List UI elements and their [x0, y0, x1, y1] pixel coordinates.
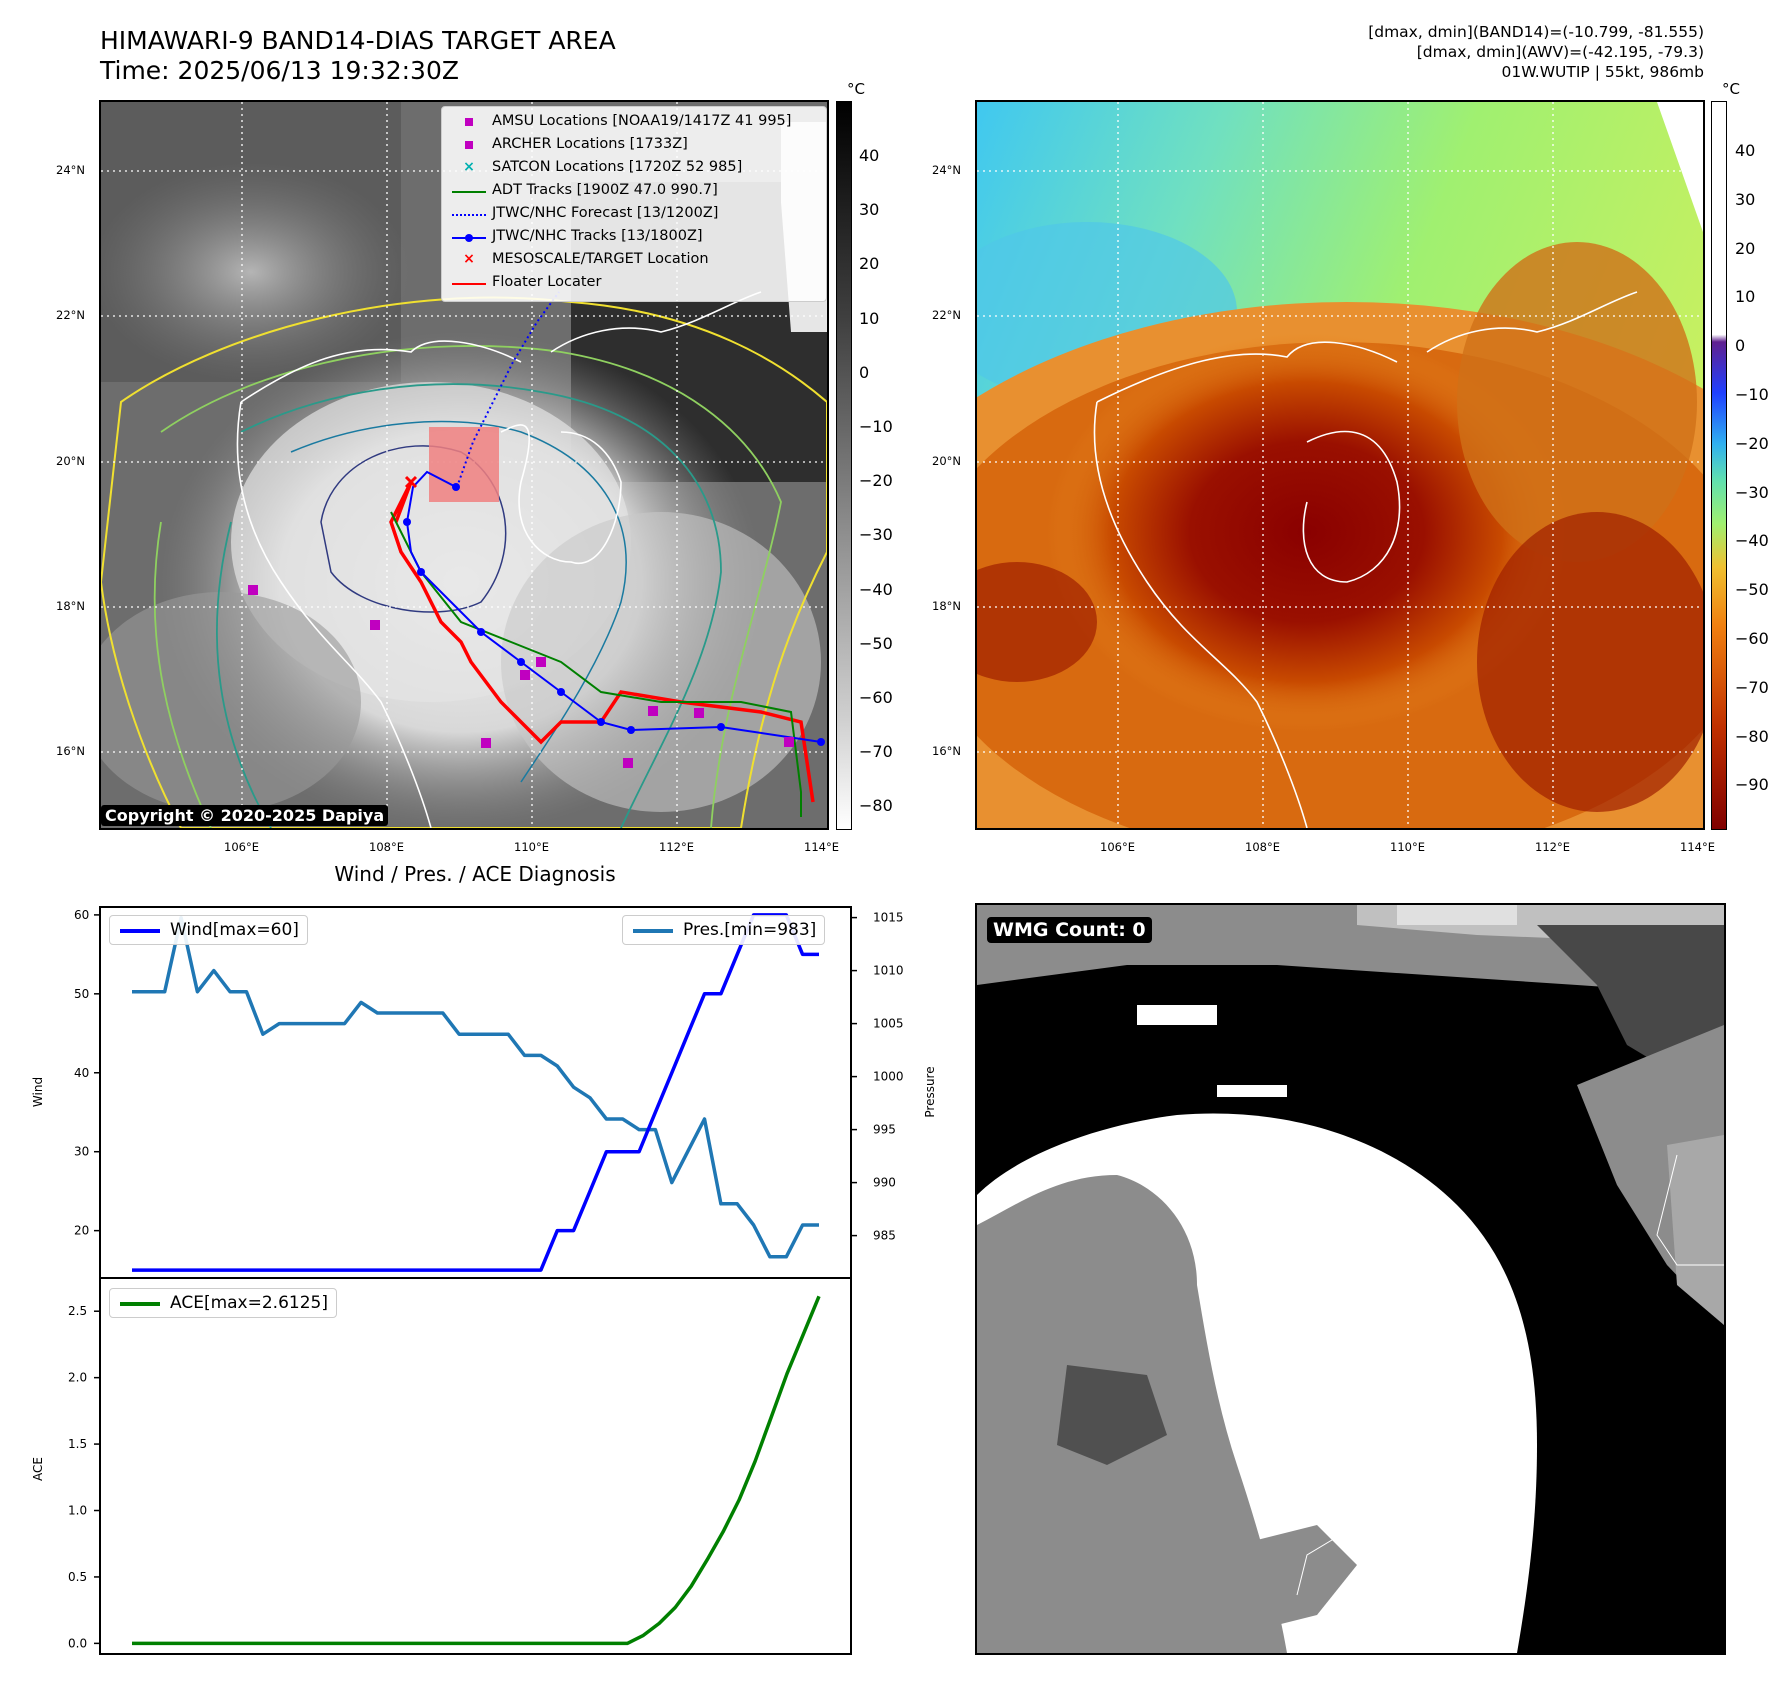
- ace-tick-label: 2.0: [68, 1371, 87, 1385]
- lat-label-22: 22°N: [56, 308, 85, 322]
- lon-label-114-right: 114°E: [1680, 840, 1715, 854]
- lon-label-106: 106°E: [224, 840, 259, 854]
- pressure-axis-label: Pressure: [923, 1066, 937, 1118]
- ace-series-line: [132, 1295, 821, 1646]
- rightcb-tick: −10: [1735, 385, 1769, 404]
- wind-legend: Wind[max=60]: [109, 915, 308, 945]
- lat-label-16: 16°N: [56, 744, 85, 758]
- info-awv-range: [dmax, dmin](AWV)=(-42.195, -79.3): [1416, 43, 1704, 61]
- lat-label-20: 20°N: [56, 454, 85, 468]
- lat-label-18-right: 18°N: [932, 599, 961, 613]
- leftcb-tick: −50: [859, 633, 893, 653]
- info-band14-range: [dmax, dmin](BAND14)=(-10.799, -81.555): [1368, 23, 1704, 41]
- rightcb-tick: −90: [1735, 775, 1769, 795]
- rightcb-tick: 20: [1735, 238, 1756, 258]
- lon-label-112-right: 112°E: [1535, 840, 1570, 854]
- leftcb-tick: −20: [859, 471, 893, 491]
- rightcb-tick: −80: [1735, 726, 1769, 746]
- pressure-tick-label: 995: [873, 1123, 896, 1137]
- lon-label-110-right: 110°E: [1390, 840, 1425, 854]
- copyright-label: Copyright © 2020-2025 Dapiya: [101, 805, 389, 826]
- leftcb-tick: 20: [859, 254, 880, 274]
- leftcb-tick: 30: [859, 200, 880, 220]
- pressure-tick-label: 1005: [873, 1017, 904, 1031]
- wind-axis-label: Wind: [31, 1076, 45, 1108]
- ace-legend: ACE[max=2.6125]: [109, 1288, 337, 1318]
- diagnosis-chart: 20 30 40 50 60 985 990 995 1000 1005 1010 1015 0.0 0.…: [68, 906, 904, 1655]
- rightcb-tick: −20: [1735, 433, 1769, 453]
- rightcb-tick: 40: [1735, 141, 1756, 160]
- ace-frame: [99, 1277, 852, 1655]
- rightcb-tick: −30: [1735, 482, 1769, 502]
- lat-label-20-right: 20°N: [932, 454, 961, 468]
- left-colorbar-unit: °C: [847, 80, 865, 98]
- left-colorbar: [836, 101, 852, 830]
- wmg-imagery: [977, 905, 1724, 1653]
- ace-tick-label: 2.5: [68, 1304, 87, 1318]
- leftcb-tick: −40: [859, 579, 893, 599]
- ace-tick-label: 0.0: [68, 1636, 87, 1650]
- lat-label-18: 18°N: [56, 599, 85, 613]
- lon-label-108: 108°E: [369, 840, 404, 854]
- pressure-series-line: [132, 915, 819, 1259]
- wmg-panel: WMG Count: 0: [975, 903, 1726, 1655]
- rightcb-tick: −70: [1735, 677, 1769, 697]
- ir-map-panel: AMSU Locations [NOAA19/1417Z 41 995] ARC…: [99, 100, 829, 830]
- wind-tick-label: 40: [74, 1066, 89, 1080]
- pressure-tick-label: 1015: [873, 911, 904, 925]
- wind-tick-label: 30: [74, 1145, 89, 1159]
- right-colorbar-unit: °C: [1722, 80, 1740, 98]
- wind-tick-label: 60: [74, 908, 89, 922]
- leftcb-tick: −80: [859, 796, 893, 816]
- rightcb-tick: −50: [1735, 580, 1769, 600]
- pressure-tick-label: 990: [873, 1176, 896, 1190]
- ace-tick-label: 1.0: [68, 1504, 87, 1518]
- pressure-legend: Pres.[min=983]: [622, 915, 826, 945]
- leftcb-tick: −60: [859, 688, 893, 707]
- lon-label-112: 112°E: [659, 840, 694, 854]
- leftcb-tick: −70: [859, 742, 893, 762]
- ace-axis-label: ACE: [31, 1457, 45, 1481]
- wind-tick-label: 20: [74, 1224, 89, 1238]
- awv-map-panel: [975, 100, 1705, 830]
- lon-label-108-right: 108°E: [1245, 840, 1280, 854]
- wind-series-line: [132, 913, 819, 1272]
- awv-imagery: [977, 102, 1703, 828]
- right-colorbar: [1711, 101, 1727, 830]
- figure-time: Time: 2025/06/13 19:32:30Z: [100, 56, 459, 85]
- pressure-tick-label: 1000: [873, 1070, 904, 1084]
- leftcb-tick: −30: [859, 525, 893, 545]
- lat-label-24: 24°N: [56, 163, 85, 177]
- wind-pressure-frame: [99, 906, 852, 1279]
- leftcb-tick: −10: [859, 417, 893, 436]
- lon-label-114: 114°E: [804, 840, 839, 854]
- wmg-count-label: WMG Count: 0: [987, 917, 1152, 943]
- ace-tick-label: 1.5: [68, 1437, 87, 1451]
- figure-title: HIMAWARI-9 BAND14-DIAS TARGET AREA: [100, 26, 616, 55]
- rightcb-tick: −60: [1735, 629, 1769, 648]
- wind-tick-label: 50: [74, 987, 89, 1001]
- diagnosis-title: Wind / Pres. / ACE Diagnosis: [334, 862, 616, 886]
- rightcb-tick: −40: [1735, 531, 1769, 551]
- lat-label-24-right: 24°N: [932, 163, 961, 177]
- pressure-tick-label: 985: [873, 1229, 896, 1243]
- leftcb-tick: 10: [859, 308, 880, 328]
- ace-tick-label: 0.5: [68, 1570, 87, 1584]
- rightcb-tick: 0: [1735, 336, 1746, 356]
- pressure-tick-label: 1010: [873, 964, 904, 978]
- info-storm: 01W.WUTIP | 55kt, 986mb: [1501, 63, 1704, 81]
- lon-label-106-right: 106°E: [1100, 840, 1135, 854]
- rightcb-tick: 10: [1735, 287, 1756, 307]
- leftcb-tick: 40: [859, 146, 880, 165]
- lon-label-110: 110°E: [514, 840, 549, 854]
- rightcb-tick: 30: [1735, 189, 1756, 209]
- leftcb-tick: 0: [859, 362, 870, 382]
- map-legend: AMSU Locations [NOAA19/1417Z 41 995] ARC…: [441, 106, 827, 302]
- lat-label-22-right: 22°N: [932, 308, 961, 322]
- lat-label-16-right: 16°N: [932, 744, 961, 758]
